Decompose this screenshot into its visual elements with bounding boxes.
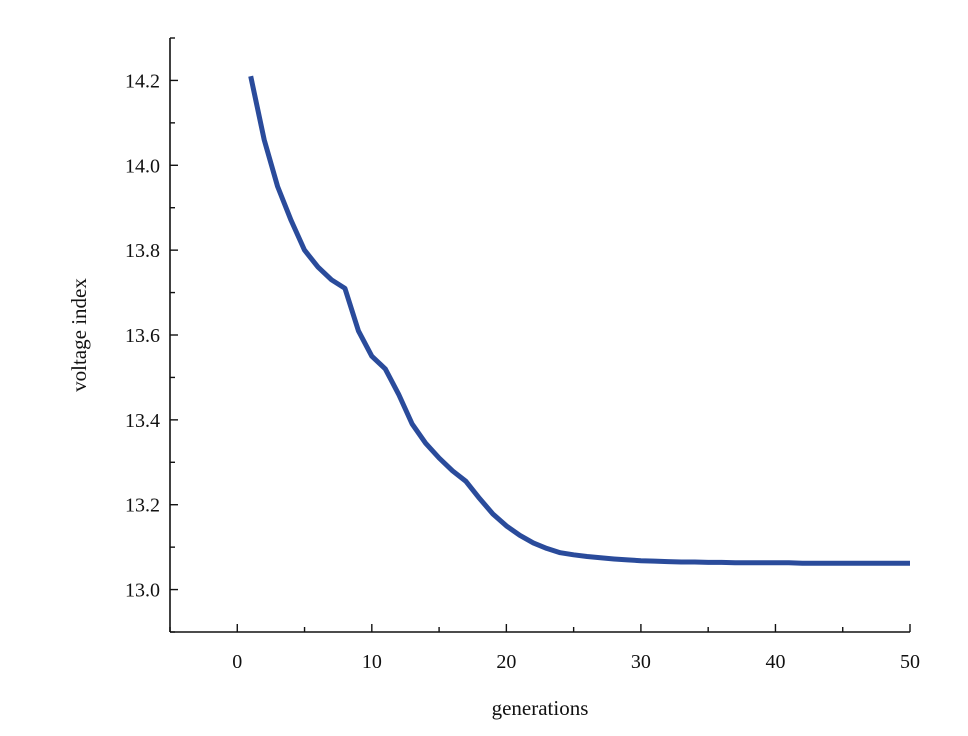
y-axis-title: voltage index	[67, 278, 91, 392]
y-tick-label: 13.2	[125, 495, 160, 517]
y-tick-label: 14.0	[125, 155, 160, 177]
x-tick-label: 10	[362, 651, 382, 673]
x-axis-title: generations	[492, 696, 589, 720]
y-tick-label: 13.8	[125, 240, 160, 262]
ticks	[169, 37, 911, 633]
series	[248, 75, 910, 566]
y-tick-label: 14.2	[125, 70, 160, 92]
x-tick-label: 0	[232, 651, 242, 673]
tick-labels: 0 10 20 30 40 50 13.0 13.2 13.4 13.6 13.8 14.0 14.2	[125, 70, 920, 673]
series-line	[248, 75, 910, 566]
y-tick-label: 13.0	[125, 580, 160, 602]
y-tick-label: 13.4	[125, 410, 160, 432]
x-tick-label: 50	[900, 651, 920, 673]
axes	[169, 38, 910, 633]
x-tick-label: 40	[765, 651, 785, 673]
x-tick-label: 20	[496, 651, 516, 673]
y-tick-label: 13.6	[125, 325, 160, 347]
x-tick-label: 30	[631, 651, 651, 673]
